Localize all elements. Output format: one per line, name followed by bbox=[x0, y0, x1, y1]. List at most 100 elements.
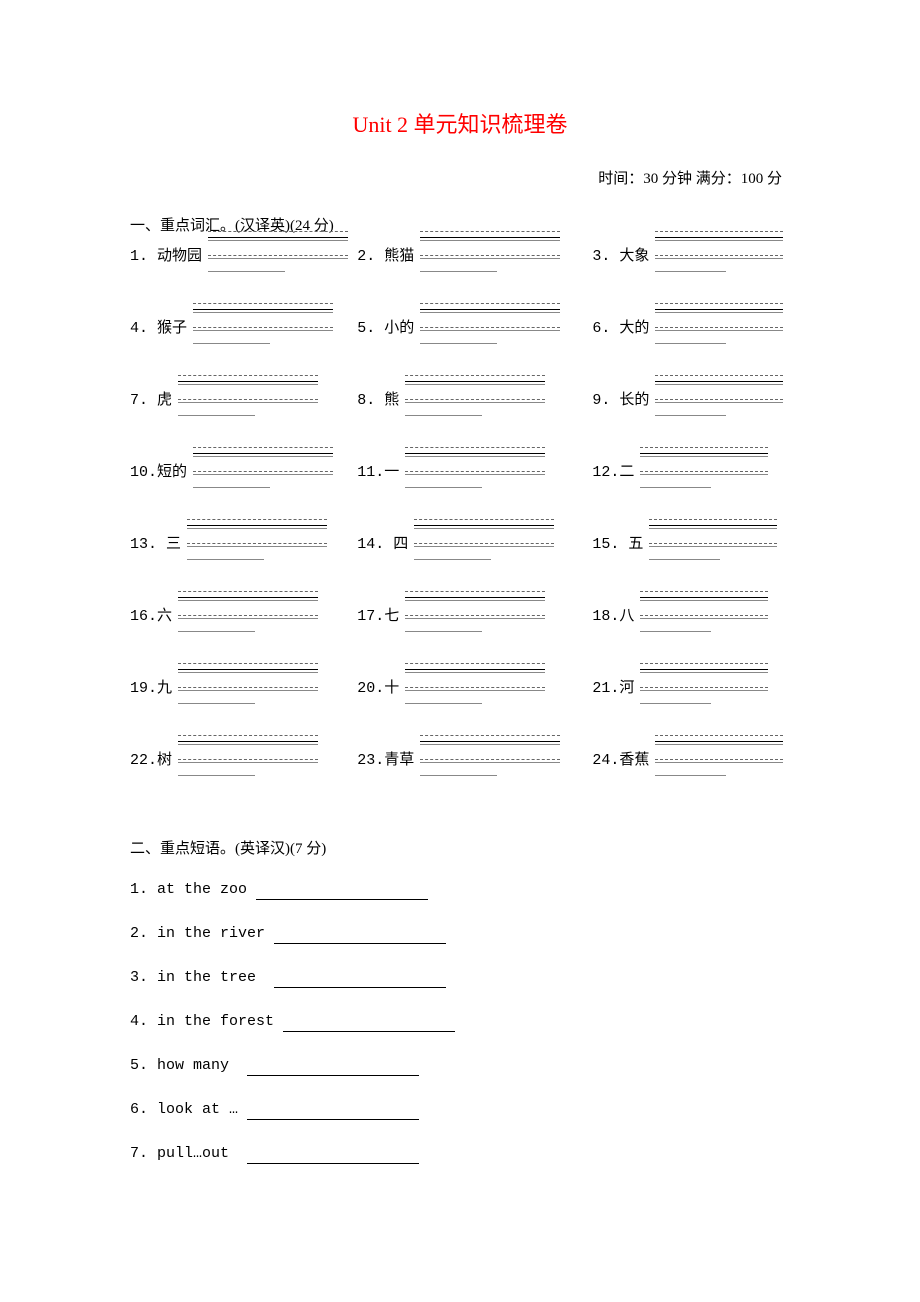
item-word: 小的 bbox=[384, 318, 414, 339]
phrase-text: at the zoo bbox=[157, 879, 256, 900]
vocab-item: 16.六 bbox=[130, 605, 357, 629]
section2-heading: 二、重点短语。(英译汉)(7 分) bbox=[130, 839, 790, 860]
phrase-row: 3. in the tree bbox=[130, 956, 790, 1000]
vocab-item: 23.青草 bbox=[357, 749, 592, 773]
vocab-item: 3. 大象 bbox=[592, 245, 790, 269]
item-number: 19. bbox=[130, 678, 157, 699]
handwriting-blank bbox=[178, 663, 318, 707]
item-number: 4. bbox=[130, 318, 157, 339]
phrase-row: 4. in the forest bbox=[130, 1000, 790, 1044]
handwriting-blank bbox=[414, 519, 554, 563]
handwriting-blank bbox=[208, 231, 348, 275]
vocab-item: 19.九 bbox=[130, 677, 357, 701]
section2: 二、重点短语。(英译汉)(7 分) 1. at the zoo 2. in th… bbox=[130, 839, 790, 1176]
handwriting-blank bbox=[405, 663, 545, 707]
item-word: 树 bbox=[157, 750, 172, 771]
page: Unit 2 单元知识梳理卷 时间：30 分钟 满分：100 分 一、重点词汇。… bbox=[0, 0, 920, 1236]
vocab-item: 9. 长的 bbox=[592, 389, 790, 413]
handwriting-blank bbox=[405, 447, 545, 491]
vocab-item: 6. 大的 bbox=[592, 317, 790, 341]
item-word: 香蕉 bbox=[619, 750, 649, 771]
item-word: 十 bbox=[384, 678, 399, 699]
item-word: 四 bbox=[393, 534, 408, 555]
item-word: 八 bbox=[619, 606, 634, 627]
phrase-text: pull…out bbox=[157, 1143, 247, 1164]
item-number: 9. bbox=[592, 390, 619, 411]
item-number: 17. bbox=[357, 606, 384, 627]
vocab-item: 24.香蕉 bbox=[592, 749, 790, 773]
phrase-row: 5. how many bbox=[130, 1044, 790, 1088]
vocab-item: 12.二 bbox=[592, 461, 790, 485]
vocab-item: 13. 三 bbox=[130, 533, 357, 557]
meta-line: 时间：30 分钟 满分：100 分 bbox=[130, 169, 790, 190]
answer-blank bbox=[247, 1150, 419, 1164]
item-number: 23. bbox=[357, 750, 384, 771]
item-word: 三 bbox=[166, 534, 181, 555]
phrase-row: 6. look at … bbox=[130, 1088, 790, 1132]
item-word: 七 bbox=[384, 606, 399, 627]
vocab-item: 8. 熊 bbox=[357, 389, 592, 413]
vocab-grid: 1. 动物园2. 熊猫3. 大象4. 猴子5. 小的6. 大的7. 虎8. 熊9… bbox=[130, 245, 790, 821]
handwriting-blank bbox=[405, 375, 545, 419]
handwriting-blank bbox=[193, 303, 333, 347]
item-word: 六 bbox=[157, 606, 172, 627]
item-word: 九 bbox=[157, 678, 172, 699]
phrase-row: 2. in the river bbox=[130, 912, 790, 956]
item-number: 14. bbox=[357, 534, 393, 555]
item-word: 青草 bbox=[384, 750, 414, 771]
handwriting-blank bbox=[655, 231, 783, 275]
handwriting-blank bbox=[420, 303, 560, 347]
phrase-text: in the forest bbox=[157, 1011, 283, 1032]
vocab-item: 17.七 bbox=[357, 605, 592, 629]
vocab-item: 11.一 bbox=[357, 461, 592, 485]
item-number: 24. bbox=[592, 750, 619, 771]
item-number: 12. bbox=[592, 462, 619, 483]
vocab-item: 15. 五 bbox=[592, 533, 790, 557]
item-word: 虎 bbox=[157, 390, 172, 411]
handwriting-blank bbox=[640, 663, 768, 707]
item-word: 长的 bbox=[619, 390, 649, 411]
handwriting-blank bbox=[420, 735, 560, 779]
handwriting-blank bbox=[655, 375, 783, 419]
item-number: 10. bbox=[130, 462, 157, 483]
item-number: 22. bbox=[130, 750, 157, 771]
item-number: 18. bbox=[592, 606, 619, 627]
item-number: 6. bbox=[592, 318, 619, 339]
vocab-item: 18.八 bbox=[592, 605, 790, 629]
item-word: 大象 bbox=[619, 246, 649, 267]
item-word: 短的 bbox=[157, 462, 187, 483]
answer-blank bbox=[247, 1106, 419, 1120]
handwriting-blank bbox=[649, 519, 777, 563]
handwriting-blank bbox=[193, 447, 333, 491]
handwriting-blank bbox=[405, 591, 545, 635]
vocab-item: 5. 小的 bbox=[357, 317, 592, 341]
phrase-list: 1. at the zoo 2. in the river 3. in the … bbox=[130, 868, 790, 1176]
handwriting-blank bbox=[655, 735, 783, 779]
phrase-number: 7. bbox=[130, 1143, 157, 1164]
answer-blank bbox=[256, 886, 428, 900]
item-word: 动物园 bbox=[157, 246, 202, 267]
handwriting-blank bbox=[178, 375, 318, 419]
vocab-item: 21.河 bbox=[592, 677, 790, 701]
item-number: 7. bbox=[130, 390, 157, 411]
phrase-number: 5. bbox=[130, 1055, 157, 1076]
vocab-row: 22.树23.青草24.香蕉 bbox=[130, 749, 790, 821]
vocab-item: 10.短的 bbox=[130, 461, 357, 485]
item-number: 16. bbox=[130, 606, 157, 627]
vocab-item: 1. 动物园 bbox=[130, 245, 357, 269]
item-word: 大的 bbox=[619, 318, 649, 339]
vocab-item: 2. 熊猫 bbox=[357, 245, 592, 269]
item-word: 熊猫 bbox=[384, 246, 414, 267]
item-word: 河 bbox=[619, 678, 634, 699]
vocab-item: 22.树 bbox=[130, 749, 357, 773]
phrase-text: in the river bbox=[157, 923, 274, 944]
phrase-text: look at … bbox=[157, 1099, 247, 1120]
answer-blank bbox=[247, 1062, 419, 1076]
handwriting-blank bbox=[420, 231, 560, 275]
item-word: 猴子 bbox=[157, 318, 187, 339]
item-number: 20. bbox=[357, 678, 384, 699]
answer-blank bbox=[283, 1018, 455, 1032]
vocab-item: 7. 虎 bbox=[130, 389, 357, 413]
item-number: 11. bbox=[357, 462, 384, 483]
item-number: 8. bbox=[357, 390, 384, 411]
